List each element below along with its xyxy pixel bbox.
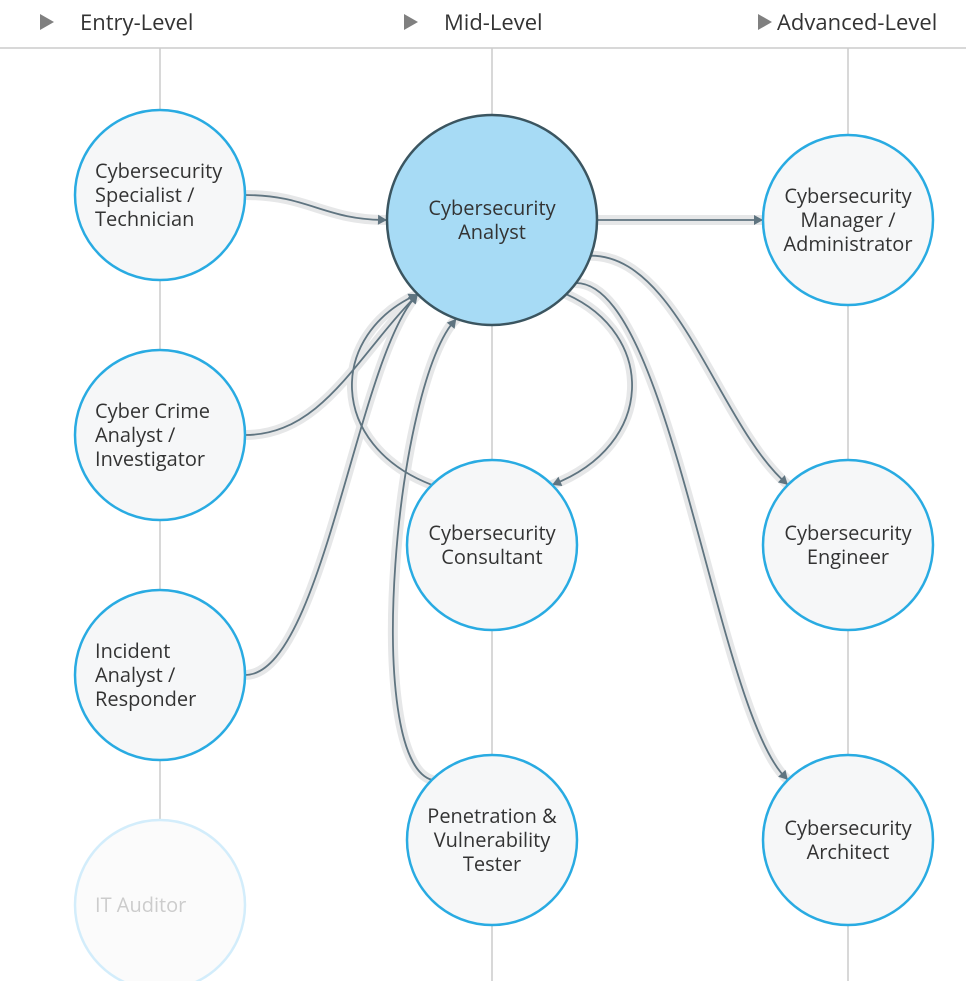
node-analyst[interactable]: CybersecurityAnalyst [387,115,597,325]
node-label-engineer-0: Cybersecurity [784,519,912,546]
node-label-analyst-0: Cybersecurity [428,194,556,221]
edge-analyst-engineer [591,256,788,485]
node-label-crime-0: Cyber Crime [95,397,210,424]
node-label-pentest-0: Penetration & [427,802,557,829]
node-label-arch-0: Cybersecurity [784,814,912,841]
node-label-spec-0: Cybersecurity [95,157,223,184]
node-label-consult-0: Cybersecurity [428,519,556,546]
node-label-incident-2: Responder [95,685,196,712]
node-label-incident-1: Analyst / [95,661,176,688]
node-arch[interactable]: CybersecurityArchitect [763,755,933,925]
column-headers: Entry-Level Mid-Level Advanced-Level [40,7,937,37]
node-label-spec-1: Specialist / [95,181,195,208]
node-spec[interactable]: CybersecuritySpecialist /Technician [75,110,245,280]
column-label-entry: Entry-Level [80,7,193,37]
node-label-pentest-2: Tester [463,850,521,877]
header-arrow-mid-icon [404,14,418,30]
node-label-analyst-1: Analyst [458,218,526,245]
node-label-engineer-1: Engineer [807,543,889,570]
header-arrow-advanced-icon [758,14,772,30]
node-manager[interactable]: CybersecurityManager /Administrator [763,135,933,305]
node-label-crime-1: Analyst / [95,421,176,448]
node-label-manager-2: Administrator [783,230,912,257]
header-arrow-entry-icon [40,14,54,30]
node-label-arch-1: Architect [807,838,890,865]
node-label-crime-2: Investigator [95,445,205,472]
node-audit[interactable]: IT Auditor [75,820,245,981]
node-label-pentest-1: Vulnerability [434,826,552,853]
column-label-advanced: Advanced-Level [777,7,937,37]
node-crime[interactable]: Cyber CrimeAnalyst /Investigator [75,350,245,520]
node-engineer[interactable]: CybersecurityEngineer [763,460,933,630]
node-label-audit-0: IT Auditor [95,891,186,918]
node-incident[interactable]: IncidentAnalyst /Responder [75,590,245,760]
edge-analyst-arch [576,283,788,780]
node-label-incident-0: Incident [95,637,170,664]
career-path-diagram: Entry-Level Mid-Level Advanced-Level Cyber… [0,0,966,981]
edge-halo-analyst-arch [576,283,788,780]
node-consult[interactable]: CybersecurityConsultant [407,460,577,630]
node-label-manager-1: Manager / [800,206,896,233]
nodes: CybersecuritySpecialist /TechnicianCyber… [75,110,933,981]
node-label-spec-2: Technician [95,205,194,232]
node-pentest[interactable]: Penetration &VulnerabilityTester [407,755,577,925]
node-label-manager-0: Cybersecurity [784,182,912,209]
column-label-mid: Mid-Level [444,7,543,37]
node-label-consult-1: Consultant [441,543,542,570]
